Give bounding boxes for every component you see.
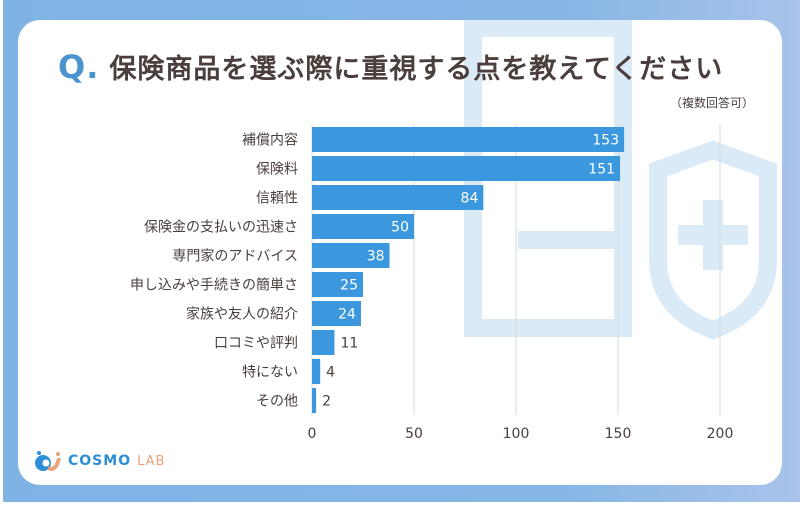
chart-card (18, 20, 782, 485)
data-label: 38 (367, 249, 385, 265)
data-label: 24 (338, 307, 356, 323)
bar (312, 330, 335, 355)
bar (312, 127, 625, 152)
bar (312, 185, 484, 210)
data-label: 11 (340, 336, 358, 352)
category-label: 信頼性 (256, 191, 298, 207)
data-label: 84 (461, 191, 479, 207)
logo: COSMO LAB (34, 450, 165, 472)
x-tick-label: 150 (605, 426, 632, 442)
category-label: 特にない (242, 365, 298, 381)
title-text: 保険商品を選ぶ際に重視する点を教えてください (109, 54, 724, 85)
bar (312, 301, 361, 326)
category-label: 補償内容 (242, 132, 298, 149)
bar (312, 214, 414, 239)
category-label: 専門家のアドバイス (172, 248, 298, 265)
bar (312, 272, 363, 297)
x-tick-label: 0 (308, 426, 317, 442)
page-title: Q. 保険商品を選ぶ際に重視する点を教えてください (58, 47, 723, 86)
question-mark-label: Q. (58, 48, 100, 86)
data-label: 2 (322, 394, 331, 410)
bar (312, 156, 621, 181)
subtitle: （複数回答可） (669, 96, 754, 110)
data-label: 151 (588, 162, 615, 178)
category-label: 保険料 (256, 162, 298, 178)
category-label: その他 (256, 394, 298, 410)
bar (312, 243, 390, 268)
bar (312, 359, 321, 384)
data-label: 153 (592, 133, 619, 149)
x-tick-label: 50 (405, 426, 423, 442)
category-label: 家族や友人の紹介 (186, 306, 298, 323)
logo-main: COSMO (68, 453, 132, 469)
category-label: 保険金の支払いの迅速さ (144, 220, 298, 236)
x-tick-label: 200 (707, 426, 734, 442)
x-tick-label: 100 (503, 426, 530, 442)
bar (312, 388, 317, 413)
category-label: 申し込みや手続きの簡単さ (130, 277, 298, 294)
data-label: 50 (391, 220, 409, 236)
data-label: 25 (340, 278, 358, 294)
category-label: 口コミや評判 (214, 336, 298, 352)
logo-sub: LAB (137, 453, 166, 469)
cosmo-logo-icon (35, 451, 61, 471)
data-label: 4 (326, 365, 335, 381)
